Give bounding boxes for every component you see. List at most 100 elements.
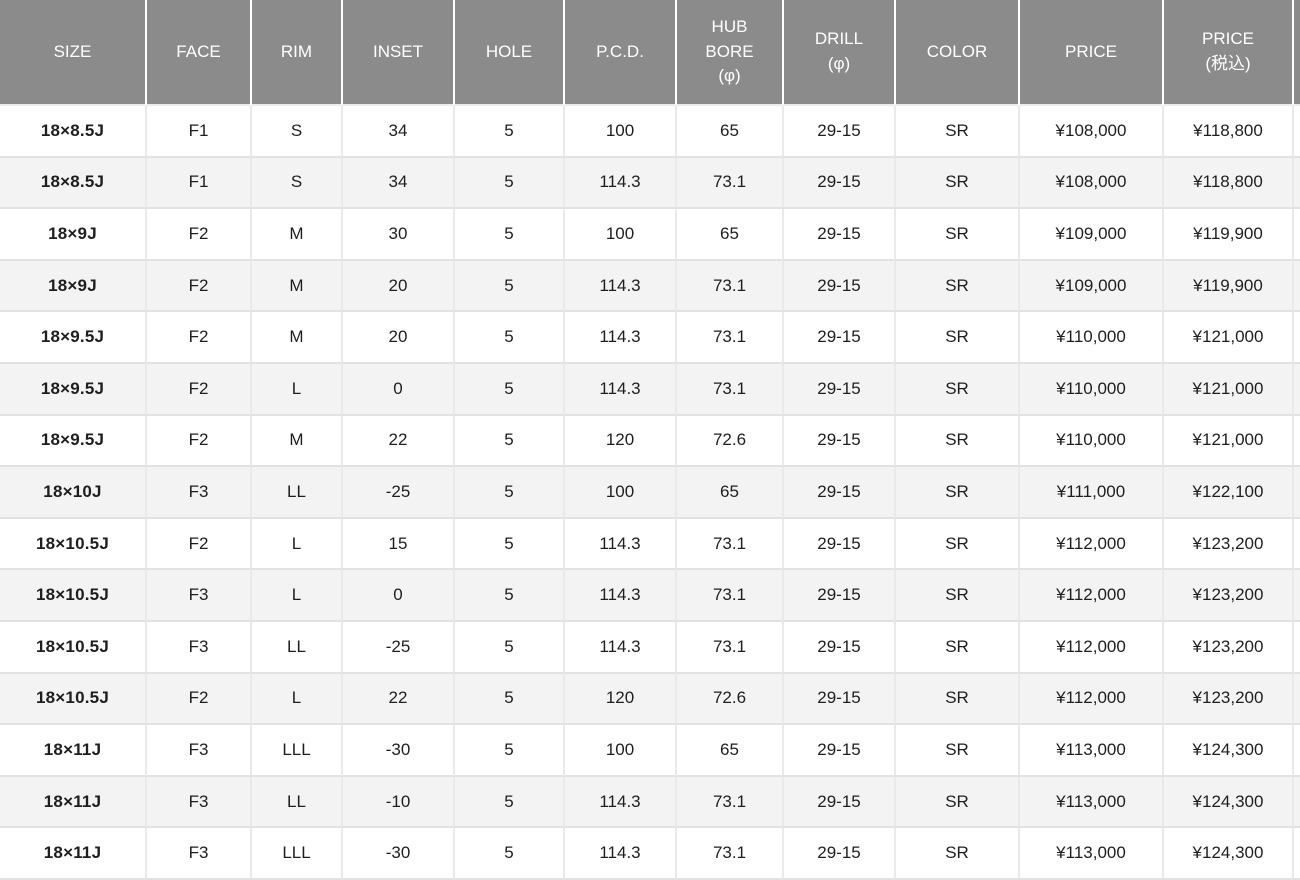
cell-size: 18×9.5J <box>0 363 145 416</box>
cell-price: ¥108,000 <box>1018 106 1162 158</box>
cropped-next-column-cell <box>1292 209 1300 261</box>
cell-drill: 29-15 <box>782 157 894 210</box>
cell-face: F1 <box>145 157 250 210</box>
cropped-next-column-cell <box>1292 106 1300 158</box>
cell-pcd: 120 <box>563 673 675 726</box>
cell-price_tax_included: ¥118,800 <box>1162 106 1292 158</box>
cell-inset: 0 <box>341 363 453 416</box>
cell-rim: L <box>250 570 341 622</box>
cell-drill: 29-15 <box>782 106 894 158</box>
cell-price_tax_included: ¥119,900 <box>1162 260 1292 313</box>
cropped-next-column-cell <box>1292 621 1300 674</box>
cell-pcd: 120 <box>563 415 675 468</box>
cell-pcd: 100 <box>563 467 675 519</box>
cell-price: ¥112,000 <box>1018 673 1162 726</box>
cell-color: SR <box>894 209 1018 261</box>
cropped-next-column-cell <box>1292 260 1300 313</box>
cell-hub_bore: 73.1 <box>675 570 782 622</box>
col-header-drill: DRILL (φ) <box>782 0 894 106</box>
cell-price_tax_included: ¥121,000 <box>1162 415 1292 468</box>
cell-size: 18×10.5J <box>0 621 145 674</box>
cropped-next-column-cell <box>1292 157 1300 210</box>
cell-color: SR <box>894 260 1018 313</box>
cell-face: F1 <box>145 106 250 158</box>
cell-size: 18×9J <box>0 209 145 261</box>
cell-price: ¥113,000 <box>1018 725 1162 777</box>
cell-pcd: 114.3 <box>563 570 675 622</box>
cell-drill: 29-15 <box>782 209 894 261</box>
cell-price_tax_included: ¥118,800 <box>1162 157 1292 210</box>
col-header-face: FACE <box>145 0 250 106</box>
cell-hub_bore: 65 <box>675 725 782 777</box>
cell-hub_bore: 65 <box>675 467 782 519</box>
cell-color: SR <box>894 415 1018 468</box>
cell-price: ¥109,000 <box>1018 260 1162 313</box>
cell-drill: 29-15 <box>782 260 894 313</box>
cell-drill: 29-15 <box>782 570 894 622</box>
cell-inset: -10 <box>341 776 453 829</box>
table-row: 18×10.5J F3 LL -25 5 114.3 73.1 29-15 SR ¥112,000… <box>0 621 1300 674</box>
cropped-next-column-cell <box>1292 673 1300 726</box>
cell-rim: S <box>250 106 341 158</box>
cell-price_tax_included: ¥123,200 <box>1162 518 1292 571</box>
table-row: 18×10J F3 LL -25 5 100 65 29-15 SR ¥111,000 ¥122,1… <box>0 467 1300 519</box>
col-header-price: PRICE <box>1018 0 1162 106</box>
cropped-next-column-cell <box>1292 363 1300 416</box>
cell-pcd: 114.3 <box>563 363 675 416</box>
table-row: 18×10.5J F2 L 15 5 114.3 73.1 29-15 SR ¥112,000 ¥1… <box>0 518 1300 571</box>
cell-face: F2 <box>145 415 250 468</box>
cell-pcd: 114.3 <box>563 776 675 829</box>
cell-hole: 5 <box>453 570 563 622</box>
cell-size: 18×9.5J <box>0 415 145 468</box>
col-header-size: SIZE <box>0 0 145 106</box>
cell-hub_bore: 73.1 <box>675 518 782 571</box>
cell-pcd: 114.3 <box>563 157 675 210</box>
col-header-price-tax-included: PRICE (税込) <box>1162 0 1292 106</box>
cropped-next-column-cell <box>1292 776 1300 829</box>
cell-price: ¥113,000 <box>1018 776 1162 829</box>
cell-drill: 29-15 <box>782 828 894 880</box>
cell-hole: 5 <box>453 725 563 777</box>
cell-rim: L <box>250 518 341 571</box>
cell-face: F3 <box>145 621 250 674</box>
cell-size: 18×10.5J <box>0 673 145 726</box>
cell-hole: 5 <box>453 467 563 519</box>
col-header-rim: RIM <box>250 0 341 106</box>
header-row: SIZE FACE RIM INSET HOLE P.C.D. HUB BORE… <box>0 0 1300 106</box>
cell-drill: 29-15 <box>782 363 894 416</box>
cropped-next-column-cell <box>1292 828 1300 880</box>
cell-face: F2 <box>145 518 250 571</box>
cell-size: 18×11J <box>0 828 145 880</box>
cell-pcd: 100 <box>563 106 675 158</box>
cell-rim: M <box>250 415 341 468</box>
cell-rim: LLL <box>250 828 341 880</box>
cell-hole: 5 <box>453 363 563 416</box>
table-row: 18×8.5J F1 S 34 5 114.3 73.1 29-15 SR ¥108,000 ¥11… <box>0 157 1300 210</box>
cell-hub_bore: 73.1 <box>675 776 782 829</box>
cell-price: ¥110,000 <box>1018 363 1162 416</box>
cell-size: 18×10J <box>0 467 145 519</box>
cell-color: SR <box>894 157 1018 210</box>
cell-hole: 5 <box>453 157 563 210</box>
cell-drill: 29-15 <box>782 467 894 519</box>
cell-inset: 34 <box>341 106 453 158</box>
cell-price_tax_included: ¥119,900 <box>1162 209 1292 261</box>
cell-rim: M <box>250 209 341 261</box>
cell-face: F3 <box>145 828 250 880</box>
cell-price: ¥111,000 <box>1018 467 1162 519</box>
cell-face: F2 <box>145 260 250 313</box>
cell-inset: -30 <box>341 725 453 777</box>
cell-color: SR <box>894 673 1018 726</box>
table-row: 18×9J F2 M 20 5 114.3 73.1 29-15 SR ¥109,000 ¥119,… <box>0 260 1300 313</box>
table-row: 18×11J F3 LLL -30 5 114.3 73.1 29-15 SR ¥113,000 ¥… <box>0 828 1300 880</box>
cell-inset: -30 <box>341 828 453 880</box>
cell-hole: 5 <box>453 106 563 158</box>
cell-inset: 34 <box>341 157 453 210</box>
cell-face: F3 <box>145 570 250 622</box>
cell-color: SR <box>894 776 1018 829</box>
cell-color: SR <box>894 725 1018 777</box>
cell-hole: 5 <box>453 415 563 468</box>
cell-hub_bore: 73.1 <box>675 363 782 416</box>
